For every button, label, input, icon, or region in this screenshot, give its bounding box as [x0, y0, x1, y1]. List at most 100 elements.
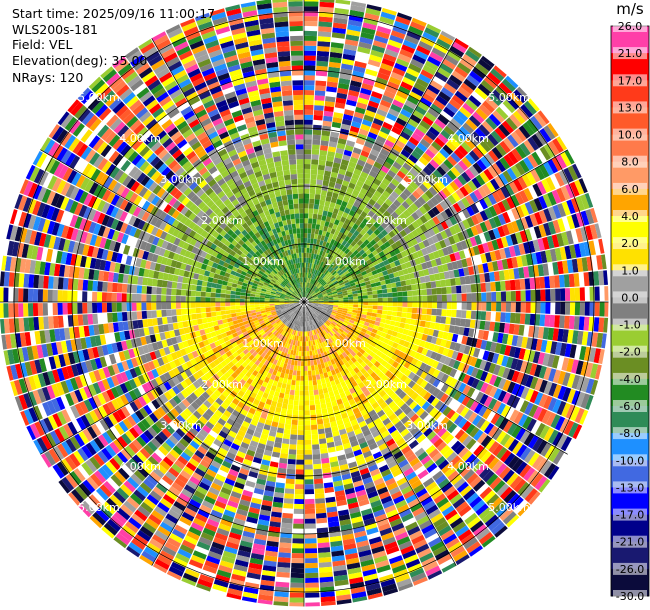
range-gate — [407, 563, 423, 574]
range-gate — [304, 292, 305, 298]
range-gate — [295, 464, 304, 470]
range-gate — [519, 159, 530, 173]
range-gate — [331, 250, 336, 257]
range-gate — [362, 305, 368, 309]
range-gate — [315, 80, 327, 87]
range-gate — [442, 331, 449, 340]
range-gate — [322, 367, 327, 374]
range-gate — [330, 42, 344, 49]
range-gate — [330, 369, 337, 376]
range-gate — [403, 234, 411, 243]
range-gate — [319, 279, 324, 284]
range-gate — [351, 152, 360, 160]
range-gate — [427, 295, 433, 302]
range-gate — [345, 272, 351, 278]
range-gate — [377, 152, 388, 161]
range-gate — [353, 354, 360, 361]
range-gate — [385, 186, 394, 195]
range-gate — [307, 365, 312, 371]
range-gate — [305, 311, 308, 317]
range-gate — [353, 525, 366, 534]
range-gate — [359, 249, 366, 256]
range-gate — [411, 383, 420, 392]
range-gate — [439, 200, 449, 211]
range-gate — [446, 170, 457, 181]
range-gate — [327, 308, 333, 311]
range-gate — [419, 233, 427, 242]
range-gate — [379, 413, 388, 422]
range-gate — [449, 341, 457, 351]
range-gate — [431, 288, 437, 295]
range-gate — [398, 540, 413, 551]
range-gate — [533, 197, 543, 211]
range-gate — [371, 401, 380, 410]
range-gate — [419, 340, 426, 348]
range-gate — [492, 444, 504, 457]
range-gate — [370, 341, 377, 348]
range-gate — [314, 95, 325, 101]
range-gate — [294, 494, 304, 500]
range-gate — [547, 123, 559, 138]
range-gate — [420, 496, 433, 507]
range-gate — [352, 521, 364, 529]
range-gate — [410, 58, 424, 69]
range-gate — [420, 282, 427, 290]
range-gate — [280, 448, 289, 454]
range-gate — [534, 277, 541, 289]
range-gate — [410, 392, 419, 401]
range-gate — [310, 258, 313, 264]
range-gate — [350, 282, 356, 287]
range-gate — [358, 275, 364, 281]
range-gate — [323, 115, 333, 122]
range-gate — [320, 311, 326, 316]
range-gate — [300, 331, 303, 337]
range-gate — [306, 346, 310, 352]
range-gate — [356, 246, 363, 253]
range-gate — [436, 38, 451, 50]
range-gate — [473, 189, 483, 201]
range-gate — [313, 280, 318, 286]
range-gate — [314, 100, 325, 106]
range-gate — [350, 247, 357, 253]
range-gate — [403, 226, 412, 235]
range-gate — [379, 182, 388, 190]
range-gate — [314, 259, 318, 265]
range-gate — [452, 233, 461, 244]
range-gate — [304, 45, 317, 51]
range-gate — [311, 279, 314, 284]
range-gate — [331, 32, 346, 39]
range-gate — [357, 342, 364, 349]
range-gate — [496, 302, 502, 312]
range-gate — [316, 60, 329, 67]
range-gate — [300, 361, 304, 367]
range-gate — [394, 408, 403, 417]
range-gate — [318, 321, 323, 326]
range-gate — [304, 459, 313, 465]
range-gate — [356, 233, 364, 240]
range-gate — [361, 288, 368, 293]
range-gate — [502, 469, 515, 483]
range-gate — [529, 313, 536, 326]
range-gate — [350, 363, 357, 370]
range-gate — [304, 94, 314, 101]
range-gate — [398, 391, 407, 400]
range-gate — [494, 415, 505, 428]
range-gate — [326, 339, 331, 345]
range-gate — [304, 434, 312, 440]
range-gate — [365, 348, 372, 355]
range-gate — [287, 459, 296, 465]
range-gate — [318, 326, 323, 332]
range-gate — [441, 287, 447, 295]
range-gate — [328, 260, 333, 266]
range-gate — [538, 393, 548, 408]
range-gate — [484, 208, 493, 219]
range-gate — [507, 493, 521, 507]
range-gate — [496, 446, 508, 460]
range-gate — [352, 147, 362, 155]
range-gate — [426, 176, 436, 186]
range-gate — [461, 258, 468, 268]
range-gate — [418, 241, 426, 250]
range-gate — [400, 250, 408, 258]
range-gate — [339, 392, 347, 399]
range-gate — [586, 331, 594, 347]
